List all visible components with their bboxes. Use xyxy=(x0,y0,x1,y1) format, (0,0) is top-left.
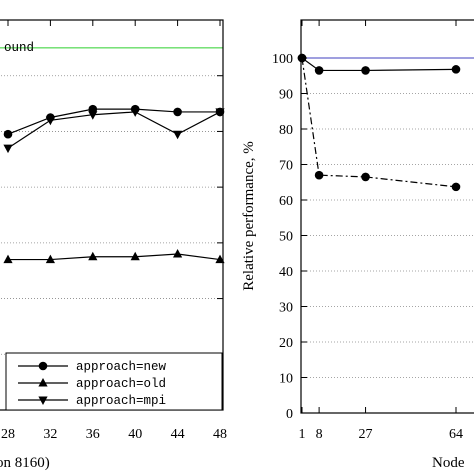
right-y-tick-label: 30 xyxy=(279,301,293,316)
right-y-tick-label: 60 xyxy=(279,194,293,209)
left-series-0-point xyxy=(173,107,182,117)
left-series-0-point xyxy=(3,129,13,139)
right-series-1-point xyxy=(361,172,370,182)
left-series-1-point xyxy=(3,254,13,264)
left-plot-frame xyxy=(0,19,224,411)
left-series-1-point xyxy=(215,254,225,264)
left-series-group xyxy=(3,104,225,264)
left-legend: approach=new approach=old approach=mpi xyxy=(5,352,223,411)
right-y-tick-label: 80 xyxy=(279,123,293,138)
right-series-0-point xyxy=(451,65,461,74)
right-y-axis-title: Relative performance, % xyxy=(241,141,257,291)
left-series-1-point xyxy=(88,251,98,261)
left-series-2-point xyxy=(45,116,55,126)
left-series-2-point xyxy=(130,108,140,117)
left-x-axis-title: on 8160) xyxy=(0,455,50,471)
left-series-2-point xyxy=(215,108,225,117)
right-x-tick-label: 8 xyxy=(316,427,323,442)
right-series-group xyxy=(297,53,461,192)
right-y-tick-label: 20 xyxy=(279,336,293,351)
left-series-2-point xyxy=(3,144,13,154)
right-y-tick-label: 70 xyxy=(279,159,293,174)
right-y-tick-label: 100 xyxy=(272,52,293,67)
left-series-1-point xyxy=(173,249,183,258)
right-x-axis-title: Node xyxy=(432,455,465,471)
right-series-line-1 xyxy=(301,57,457,188)
right-y-tick-label: 40 xyxy=(279,265,293,280)
left-x-tick-label: 40 xyxy=(128,427,142,442)
right-series-0-point xyxy=(314,66,324,75)
legend-label: approach=mpi xyxy=(76,394,166,408)
right-series-1-point xyxy=(314,170,324,180)
left-x-tick-label: 44 xyxy=(171,427,185,442)
right-y-tick-label: 10 xyxy=(279,372,293,387)
right-y-tick-label: 0 xyxy=(286,407,293,422)
right-series-line-0 xyxy=(301,57,457,72)
legend-label: approach=old xyxy=(76,377,166,391)
left-series-2-point xyxy=(88,111,98,120)
right-x-ticks: 1 8 27 64 xyxy=(299,20,463,442)
left-series-line-1 xyxy=(8,253,221,261)
left-x-tick-label: 48 xyxy=(213,427,227,442)
left-x-tick-label: 36 xyxy=(86,427,100,442)
left-series-1-point xyxy=(45,254,55,264)
left-gridlines xyxy=(0,75,223,355)
left-x-tick-label: 32 xyxy=(43,427,57,442)
right-plot-frame xyxy=(300,19,474,414)
right-y-tick-label: 90 xyxy=(279,88,293,103)
right-y-tick-label: 50 xyxy=(279,230,293,245)
right-chart: 0 10 20 30 40 50 60 70 80 90 100 1 8 27 64 Relative p… xyxy=(241,19,474,471)
left-series-line-0 xyxy=(7,108,220,135)
right-x-tick-label: 1 xyxy=(299,427,306,442)
right-series-1-point xyxy=(451,182,461,192)
right-y-ticks: 0 10 20 30 40 50 60 70 80 90 100 xyxy=(272,52,307,422)
right-x-tick-label: 27 xyxy=(359,427,373,442)
left-series-1-point xyxy=(130,251,140,261)
right-gridlines xyxy=(301,93,474,378)
legend-marker xyxy=(38,396,48,405)
legend-label: approach=new xyxy=(76,360,167,374)
left-x-tick-label: 28 xyxy=(1,427,15,442)
right-series-0-point xyxy=(361,66,370,75)
legend-marker xyxy=(38,361,48,371)
right-x-tick-label: 64 xyxy=(449,427,463,442)
legend-marker xyxy=(38,378,48,387)
left-chart: ound 28 32 36 40 44 48 approach=new approach=o… xyxy=(0,19,227,471)
left-series-2-point xyxy=(173,130,183,140)
left-series-line-2 xyxy=(7,111,221,149)
left-reference-label: ound xyxy=(4,41,34,55)
